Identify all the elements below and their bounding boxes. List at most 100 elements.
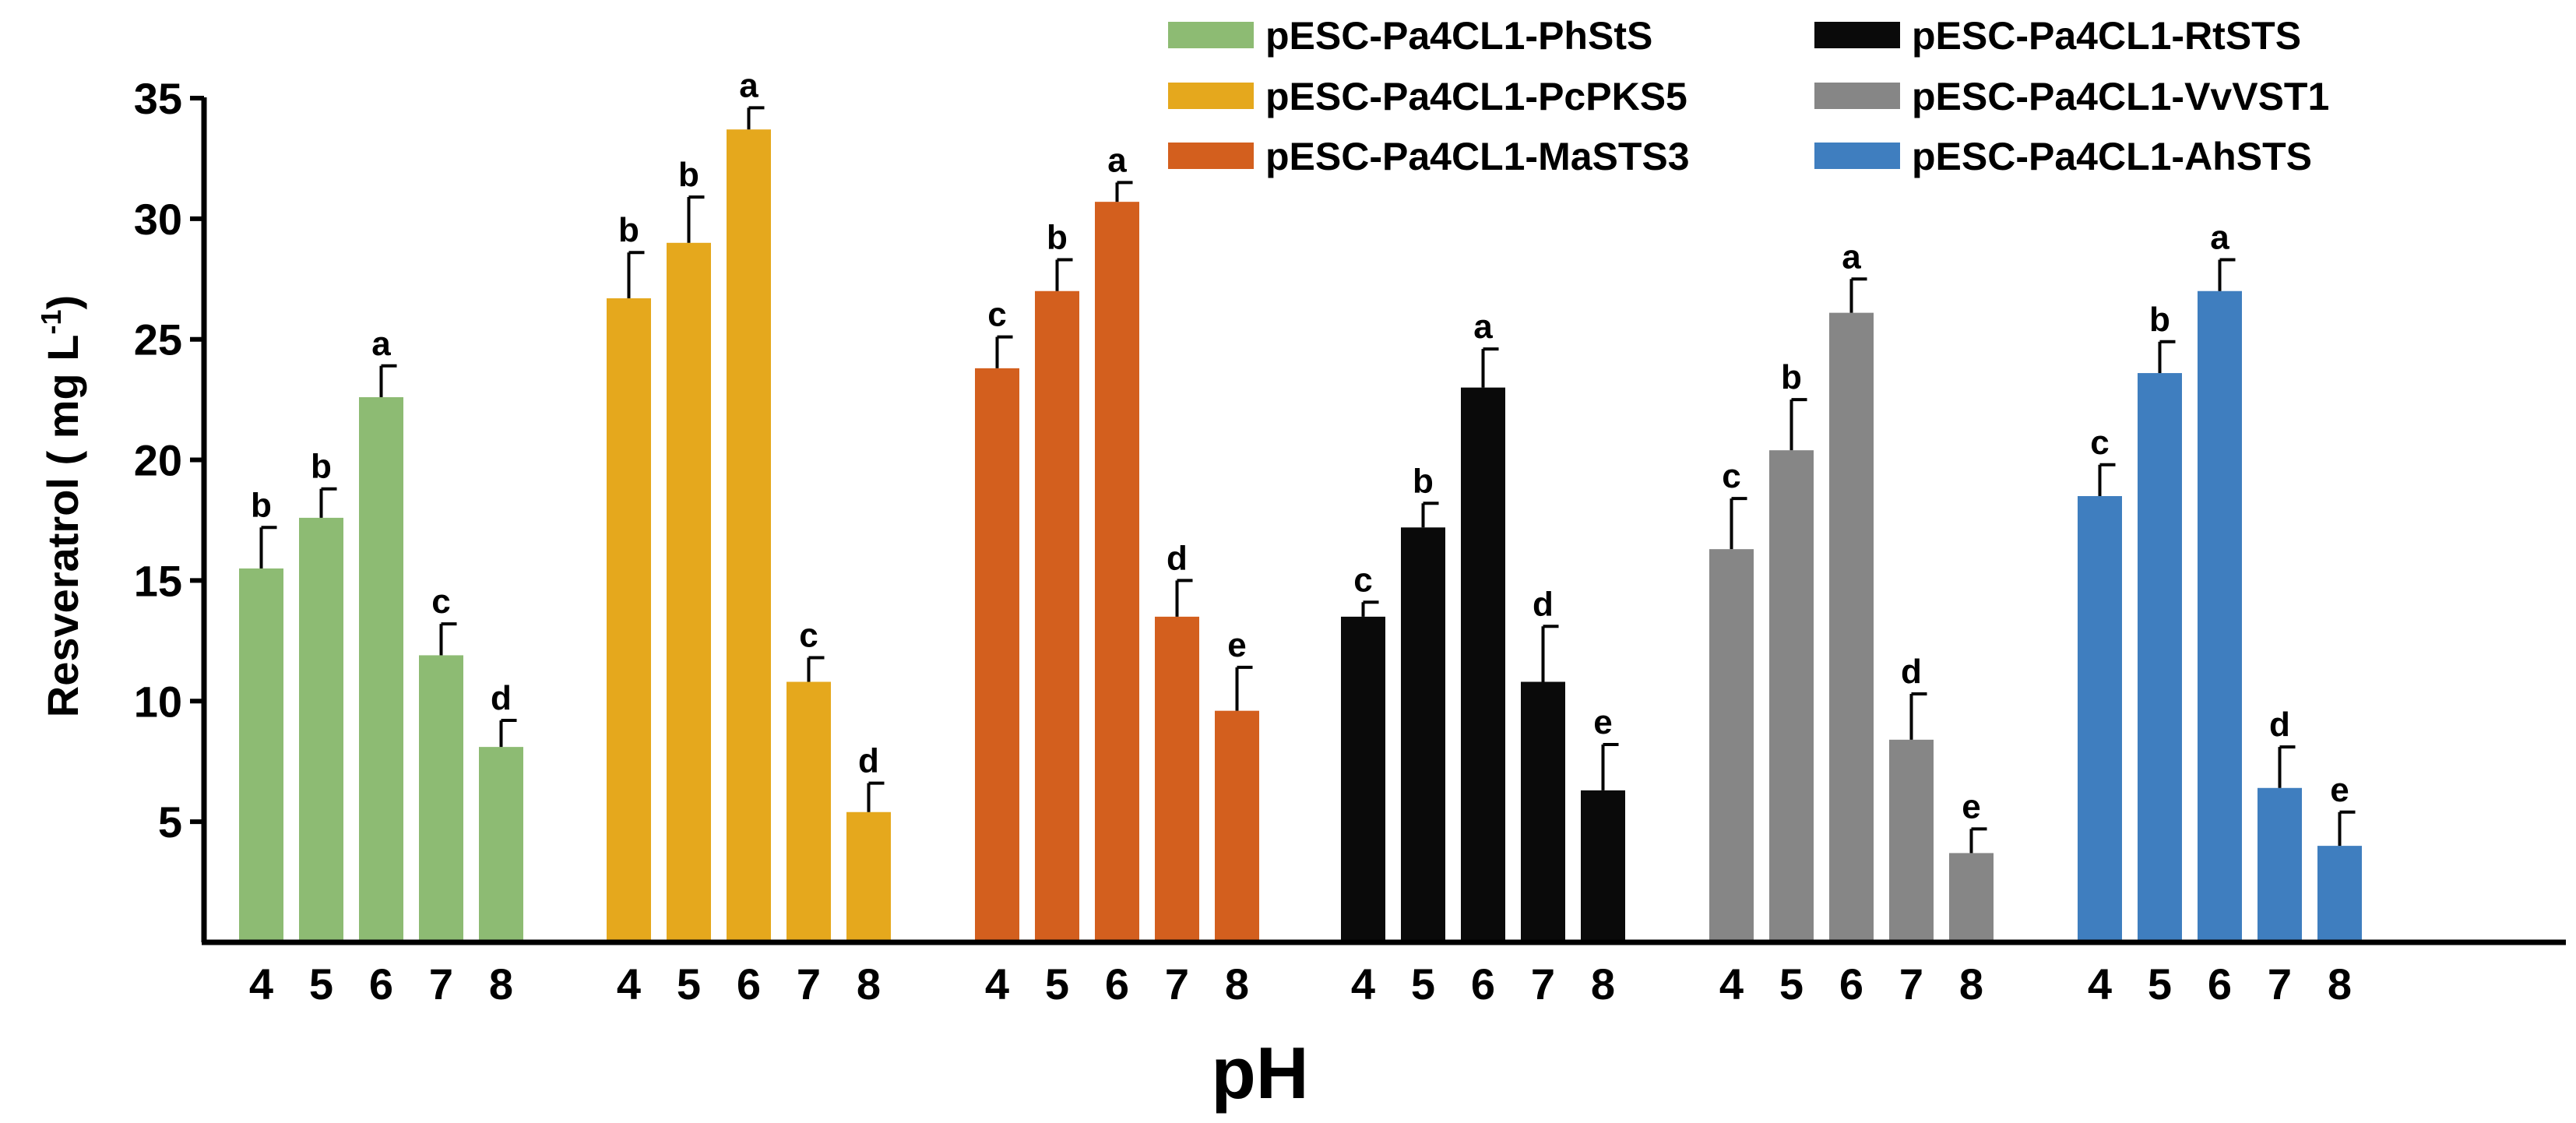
bar: [239, 568, 283, 942]
bar: [1581, 790, 1625, 942]
bar: [1095, 202, 1139, 942]
x-tick-label: 5: [1411, 959, 1435, 1009]
x-tick-label: 6: [369, 959, 393, 1009]
series-group: c b a d e: [2078, 218, 2362, 942]
y-tick-label: 5: [158, 797, 182, 847]
bar: [1829, 312, 1874, 942]
bar: [1521, 681, 1565, 942]
bar: [1155, 616, 1199, 942]
y-axis: 5 10 15 20 25 30 35: [134, 74, 207, 942]
x-tick-label: 4: [985, 959, 1009, 1009]
significance-letter: e: [1962, 787, 1980, 826]
x-tick-label: 7: [797, 959, 821, 1009]
bars: b b a c d b b a c d c b a d e c b a d e c b a d e c b a d e: [239, 66, 2362, 943]
significance-letter: c: [2090, 424, 2109, 462]
legend-swatch: [1814, 143, 1900, 169]
significance-letter: d: [1901, 653, 1922, 691]
legend-item: pESC-Pa4CL1-PhStS: [1168, 14, 1652, 58]
bar: [846, 811, 891, 942]
x-tick-label: 5: [2148, 959, 2172, 1009]
significance-letter: e: [1593, 703, 1612, 741]
bar: [2078, 496, 2122, 942]
legend-label: pESC-Pa4CL1-PcPKS5: [1265, 75, 1687, 118]
y-axis-title-superscript: -1: [35, 309, 67, 334]
bar: [479, 747, 523, 942]
significance-letter: a: [739, 66, 758, 104]
legend-swatch: [1168, 22, 1254, 48]
legend-swatch: [1168, 143, 1254, 169]
legend-label: pESC-Pa4CL1-PhStS: [1265, 14, 1652, 58]
significance-letter: d: [2269, 706, 2290, 744]
significance-letter: d: [858, 742, 879, 780]
significance-letter: a: [1107, 141, 1127, 179]
x-tick-label: 8: [2328, 959, 2352, 1009]
x-tick-label: 6: [1105, 959, 1129, 1009]
x-tick-label: 5: [1045, 959, 1069, 1009]
x-tick-label: 7: [1531, 959, 1555, 1009]
significance-letter: d: [1167, 539, 1188, 577]
y-axis-title-close: ): [38, 295, 87, 310]
x-tick-label: 6: [737, 959, 761, 1009]
series-group: c b a d e: [975, 141, 1259, 943]
y-tick-label: 35: [134, 74, 182, 123]
y-tick-label: 25: [134, 315, 182, 364]
bar: [787, 681, 831, 942]
significance-letter: b: [678, 156, 699, 194]
x-tick-label: 6: [1471, 959, 1495, 1009]
legend-label: pESC-Pa4CL1-RtSTS: [1912, 14, 2301, 58]
bar: [1769, 450, 1814, 942]
legend-swatch: [1168, 83, 1254, 109]
legend-swatch: [1814, 22, 1900, 48]
bar: [975, 368, 1019, 943]
significance-letter: c: [987, 296, 1006, 334]
bar: [667, 242, 711, 942]
series-group: c b a d e: [1709, 238, 1994, 942]
significance-letter: b: [2149, 301, 2170, 339]
legend-item: pESC-Pa4CL1-MaSTS3: [1168, 135, 1690, 178]
bar: [2198, 290, 2242, 942]
x-tick-label: 6: [2208, 959, 2232, 1009]
significance-letter: b: [251, 486, 272, 524]
significance-letter: e: [2330, 771, 2349, 809]
legend-label: pESC-Pa4CL1-MaSTS3: [1265, 135, 1690, 178]
significance-letter: a: [1842, 238, 1861, 276]
bar: [1215, 710, 1259, 942]
bar: [1709, 549, 1754, 942]
x-tick-label: 5: [677, 959, 701, 1009]
bar: [359, 397, 403, 942]
x-axis-title: pH: [1211, 1032, 1308, 1114]
x-tick-label: 8: [857, 959, 881, 1009]
significance-letter: c: [1722, 457, 1740, 495]
significance-letter: b: [1781, 358, 1802, 396]
significance-letter: d: [491, 679, 512, 717]
x-tick-label: 7: [1899, 959, 1923, 1009]
x-tick-label: 4: [1719, 959, 1744, 1009]
x-tick-label: 8: [1959, 959, 1983, 1009]
significance-letter: b: [1413, 462, 1434, 500]
legend: pESC-Pa4CL1-PhStS pESC-Pa4CL1-PcPKS5 pESC-…: [1168, 14, 2329, 178]
significance-letter: b: [1047, 218, 1068, 256]
x-tick-label: 8: [489, 959, 513, 1009]
bar: [419, 655, 463, 942]
x-tick-label: 5: [1779, 959, 1804, 1009]
y-tick-label: 30: [134, 195, 182, 244]
significance-letter: c: [799, 617, 818, 655]
x-tick-label: 7: [2268, 959, 2292, 1009]
y-tick-label: 15: [134, 556, 182, 605]
significance-letter: b: [311, 448, 332, 486]
bar: [2258, 787, 2302, 942]
x-tick-label: 7: [429, 959, 453, 1009]
x-tick-label: 8: [1591, 959, 1615, 1009]
x-tick-label: 4: [249, 959, 273, 1009]
x-tick-label: 7: [1165, 959, 1189, 1009]
y-axis-title-main: Resveratrol ( mg L: [38, 334, 87, 717]
series-group: b b a c d: [607, 66, 891, 943]
series-group: c b a d e: [1341, 308, 1625, 942]
y-tick-label: 10: [134, 677, 182, 726]
x-tick-label: 4: [617, 959, 641, 1009]
legend-item: pESC-Pa4CL1-AhSTS: [1814, 135, 2312, 178]
legend-item: pESC-Pa4CL1-RtSTS: [1814, 14, 2301, 58]
